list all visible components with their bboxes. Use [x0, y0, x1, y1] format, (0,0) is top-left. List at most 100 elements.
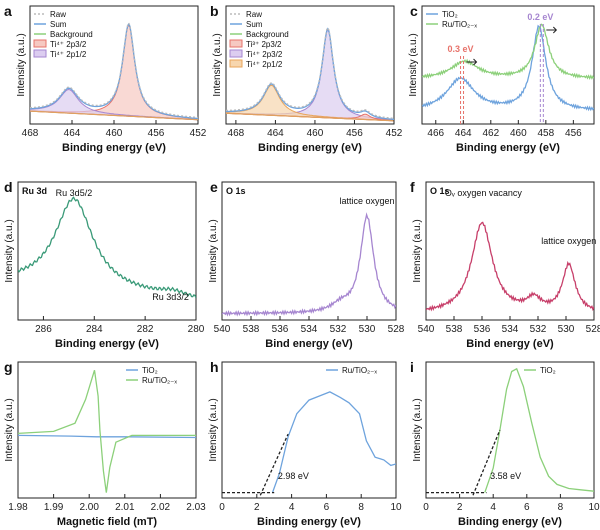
panel-letter-h: h: [210, 359, 219, 375]
x-tick-label-g: 2.01: [115, 502, 135, 513]
panel-letter-c: c: [410, 3, 418, 19]
series-line-c-1: [422, 23, 594, 81]
x-tick-label-g: 2.00: [79, 502, 99, 513]
panel-letter-e: e: [210, 179, 218, 195]
y-axis-label-c: Intensity (a.u.): [408, 33, 419, 96]
legend-label-c: Ru/TiO₂₋ₓ: [442, 20, 477, 29]
panel-e: e 540 538 536 534 532 530 528 Bind energy (eV) In…: [208, 179, 405, 350]
series-line-e-0: [222, 212, 396, 317]
series-line-f-0: [426, 221, 594, 312]
legend-label-c: TiO₂: [442, 10, 458, 19]
x-axis-label-a: Binding energy (eV): [62, 142, 166, 154]
x-tick-label-f: 536: [474, 324, 491, 335]
axes-frame-d: [17, 181, 197, 321]
background-line-b: [226, 112, 394, 122]
panel-letter-d: d: [4, 179, 13, 195]
x-tick-label-b: 456: [346, 128, 363, 139]
x-tick-label-e: 536: [272, 324, 289, 335]
y-axis-label-g: Intensity (a.u.): [4, 398, 15, 461]
x-tick-label-c: 464: [455, 128, 472, 139]
series-line-g-1: [18, 370, 196, 493]
panel-letter-f: f: [410, 179, 415, 195]
panel-d: d 286 284 282 280 Binding energy (eV) Intensit…: [4, 179, 205, 350]
legend-label-b: Ti⁴⁺ 2p3/2: [246, 50, 283, 59]
panel-letter-a: a: [4, 3, 12, 19]
legend-label-i: TiO₂: [540, 366, 556, 375]
x-tick-label-i: 0: [423, 502, 429, 513]
legend-label-b: Sum: [246, 20, 263, 29]
panel-letter-g: g: [4, 359, 13, 375]
x-tick-label-i: 10: [588, 502, 600, 513]
peak-label-d: Ru 3d5/2: [56, 188, 93, 198]
x-tick-label-c: 466: [427, 128, 444, 139]
x-tick-label-h: 10: [390, 502, 402, 513]
x-tick-label-f: 532: [530, 324, 547, 335]
x-axis-label-c: Binding energy (eV): [456, 142, 560, 154]
axes-frame-h: [221, 361, 397, 499]
panel-i: i 0 2 4 6 8 10 Binding energy (eV) Intensity (a.…: [410, 359, 600, 528]
series-line-c-0: [422, 24, 594, 112]
x-tick-label-h: 6: [324, 502, 330, 513]
y-axis-label-h: Intensity (a.u.): [208, 398, 219, 461]
plot-area-a: [30, 21, 198, 121]
legend-swatch-b: [229, 49, 243, 58]
plot-area-e: [222, 212, 396, 317]
x-tick-label-e: 538: [243, 324, 260, 335]
x-tick-label-b: 452: [386, 128, 403, 139]
legend-label-a: Ti⁴⁺ 2p3/2: [50, 40, 87, 49]
x-tick-label-c: 456: [565, 128, 582, 139]
x-tick-label-i: 6: [524, 502, 530, 513]
panel-c: c 466 464 462 460 458 456 Binding energy (eV) In…: [408, 3, 595, 154]
x-tick-label-e: 534: [301, 324, 318, 335]
x-tick-label-i: 8: [558, 502, 564, 513]
series-line-g-0: [18, 434, 196, 439]
x-tick-label-d: 282: [137, 324, 154, 335]
x-tick-label-b: 460: [307, 128, 324, 139]
plot-area-d: [18, 196, 196, 299]
peak-label-d: Ru 3d3/2: [152, 292, 189, 302]
x-tick-label-a: 456: [148, 128, 165, 139]
x-tick-label-a: 452: [190, 128, 207, 139]
legend-swatch-b: [229, 59, 243, 68]
plot-area-f: [426, 221, 594, 312]
x-tick-label-c: 462: [482, 128, 499, 139]
axes-frame-g: [17, 361, 197, 499]
x-tick-label-h: 2: [254, 502, 260, 513]
x-tick-label-h: 4: [289, 502, 295, 513]
x-tick-label-c: 458: [537, 128, 554, 139]
legend-label-b: Ti³⁺ 2p3/2: [246, 40, 282, 49]
x-axis-label-g: Magnetic field (mT): [57, 516, 158, 528]
y-axis-label-i: Intensity (a.u.): [412, 398, 423, 461]
x-tick-label-f: 540: [418, 324, 435, 335]
x-tick-label-h: 8: [358, 502, 364, 513]
x-tick-label-d: 280: [188, 324, 205, 335]
x-axis-label-d: Binding energy (eV): [55, 338, 159, 350]
shift-label-c: 0.3 eV: [448, 44, 474, 54]
x-tick-label-a: 460: [106, 128, 123, 139]
panel-a: a 468 464 460 456 452 Binding energy (eV) Inten…: [4, 3, 207, 154]
x-tick-label-b: 468: [228, 128, 245, 139]
corner-label-e: O 1s: [226, 186, 246, 196]
shift-arrow-c: [546, 26, 558, 34]
plot-area-g: [18, 370, 196, 493]
legend-label-g: Ru/TiO₂₋ₓ: [142, 376, 177, 385]
series-line-i-0: [484, 367, 594, 493]
plot-area-h: [222, 391, 396, 496]
legend-swatch-a: [33, 49, 47, 58]
plot-area-c: [422, 23, 594, 124]
series-line-d-0: [18, 196, 196, 299]
background-line-a: [30, 110, 198, 121]
legend-label-h: Ru/TiO₂₋ₓ: [342, 366, 377, 375]
legend-swatch-b: [229, 39, 243, 48]
axes-frame-b: [225, 5, 395, 125]
axes-frame-c: [421, 5, 595, 125]
x-tick-label-f: 528: [586, 324, 600, 335]
bandgap-label-i: 3.58 eV: [490, 471, 521, 481]
series-line-h-0: [271, 391, 396, 493]
x-axis-label-h: Binding energy (eV): [257, 516, 361, 528]
bandgap-label-h: 2.98 eV: [278, 471, 309, 481]
x-tick-label-c: 460: [510, 128, 527, 139]
x-axis-label-b: Binding energy (eV): [258, 142, 362, 154]
panel-b: b 468 464 460 456 452 Binding energy (eV) Inten…: [210, 3, 403, 154]
axes-frame-i: [425, 361, 595, 499]
